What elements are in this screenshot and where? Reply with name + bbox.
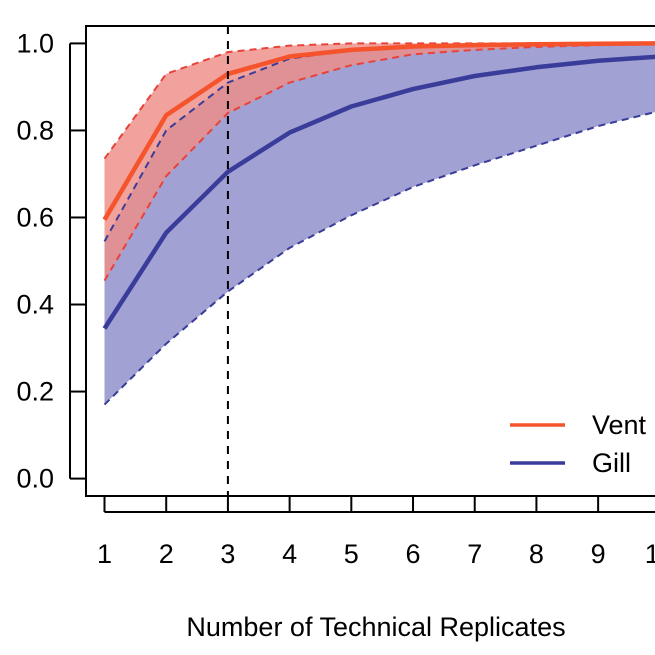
y-tick-label: 0.6 [16, 202, 54, 232]
x-tick-label: 8 [529, 539, 544, 569]
legend: Vent Gill [510, 410, 647, 478]
gill-mean-line [102, 54, 655, 330]
y-tick-label: 0.4 [16, 290, 54, 320]
vent-legend-label: Vent [592, 410, 647, 440]
y-tick-label: 0.8 [16, 115, 54, 145]
mean-lines [102, 41, 655, 330]
y-tick-label: 1.0 [16, 28, 54, 58]
x-tick-label: 9 [591, 539, 606, 569]
x-axis: 1 2 3 4 5 6 7 8 9 10 [97, 496, 655, 569]
x-axis-title: Number of Technical Replicates [186, 612, 565, 642]
y-tick-label: 0.0 [16, 464, 54, 494]
plot-frame [85, 25, 655, 497]
x-tick-label: 5 [344, 539, 359, 569]
vent-lower-bound-line [103, 43, 655, 282]
y-tick-label: 0.2 [16, 377, 54, 407]
gill-band [104, 43, 655, 405]
x-tick-label: 10 [645, 539, 655, 569]
x-tick-label: 1 [97, 539, 112, 569]
gill-legend-label: Gill [592, 448, 631, 478]
x-tick-label: 3 [220, 539, 235, 569]
vent-mean-line [102, 41, 655, 221]
x-tick-label: 2 [159, 539, 174, 569]
vent-band [104, 43, 655, 281]
x-tick-label: 6 [406, 539, 421, 569]
y-axis: 0.0 0.2 0.4 0.6 0.8 1.0 [16, 28, 86, 494]
x-tick-label: 4 [282, 539, 297, 569]
gill-lower-bound-line [103, 111, 655, 406]
x-tick-label: 7 [467, 539, 482, 569]
